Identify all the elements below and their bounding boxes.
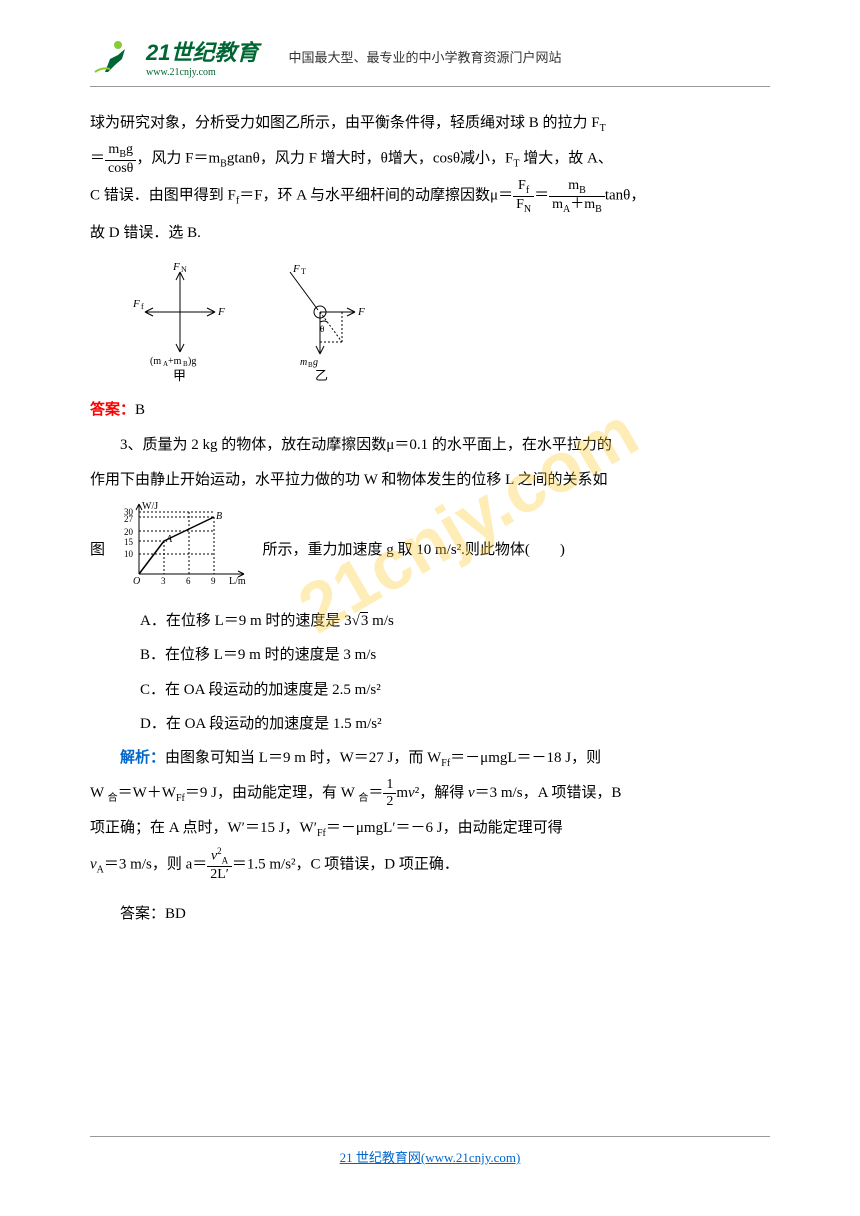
footer-text: 21 世纪教育网(www.21cnjy.com) — [340, 1150, 521, 1165]
para-1: 球为研究对象，分析受力如图乙所示，由平衡条件得，轻质绳对球 B 的拉力 FT — [90, 107, 770, 140]
para-4: 故 D 错误．选 B. — [90, 217, 770, 250]
fraction-3: mBmA＋mB — [549, 178, 605, 215]
answer-label: 答案： — [90, 402, 135, 418]
svg-text:θ: θ — [320, 324, 324, 334]
page-header: 21世纪教育 www.21cnjy.com 中国最大型、最专业的中小学教育资源门… — [90, 35, 770, 87]
final-answer-value: BD — [165, 906, 186, 922]
frac2-den: FN — [513, 197, 534, 215]
diagram-jia: FN Ff F (mA+mB)g 甲 — [130, 262, 230, 382]
svg-text:O: O — [133, 576, 140, 587]
svg-text:g: g — [313, 357, 318, 368]
svg-text:F: F — [132, 298, 140, 310]
frac5-num: v2A — [207, 847, 232, 867]
logo-runner-icon — [90, 37, 140, 77]
answer-value: B — [135, 402, 145, 418]
analysis-label: 解析： — [120, 750, 165, 766]
svg-text:F: F — [357, 306, 365, 318]
q3-prefix-graph: 图 — [90, 542, 105, 558]
option-c: C．在 OA 段运动的加速度是 2.5 m/s² — [140, 673, 770, 708]
analysis-line1: 解析：由图象可知当 L＝9 m 时，W＝27 J，而 WFf＝－μmgL＝－18… — [90, 742, 770, 775]
analysis-line3: 项正确；在 A 点时，W′＝15 J，W′Ff＝－μmgL′＝－6 J，由动能定… — [90, 812, 770, 845]
svg-text:6: 6 — [186, 576, 191, 586]
fraction-2: FfFN — [513, 178, 534, 215]
svg-text:10: 10 — [124, 549, 134, 559]
svg-text:20: 20 — [124, 527, 134, 537]
logo-text-group: 21世纪教育 www.21cnjy.com — [146, 35, 258, 78]
svg-text:m: m — [300, 357, 307, 368]
q3-prefix: 3、 — [120, 437, 143, 453]
analysis-line2: W 合＝W＋WFf＝9 J，由动能定理，有 W 合＝12mv²，解得 v＝3 m… — [90, 777, 770, 810]
para-2: ＝mBgcosθ，风力 F＝mBgtanθ，风力 F 增大时，θ增大，cosθ减… — [90, 142, 770, 176]
content-body: 球为研究对象，分析受力如图乙所示，由平衡条件得，轻质绳对球 B 的拉力 FT ＝… — [90, 107, 770, 931]
frac4-num: 1 — [383, 777, 396, 793]
svg-text:L/m: L/m — [229, 576, 246, 587]
frac2-num: Ff — [513, 178, 534, 197]
svg-text:+m: +m — [168, 356, 182, 367]
header-subtitle: 中国最大型、最专业的中小学教育资源门户网站 — [288, 47, 561, 66]
svg-text:F: F — [217, 306, 225, 318]
svg-text:15: 15 — [124, 537, 134, 547]
question-3-line1: 3、质量为 2 kg 的物体，放在动摩擦因数μ＝0.1 的水平面上，在水平拉力的 — [90, 429, 770, 462]
analysis-line4: vA＝3 m/s，则 a＝v2A2L′＝1.5 m/s²，C 项错误，D 项正确… — [90, 847, 770, 883]
question-3-line3: 图 W/J L/m 30 — [90, 499, 770, 602]
frac1-num: mBg — [105, 142, 136, 161]
page-footer: 21 世纪教育网(www.21cnjy.com) — [90, 1136, 770, 1166]
final-answer-label: 答案： — [120, 906, 165, 922]
svg-text:9: 9 — [211, 576, 216, 586]
svg-text:T: T — [301, 267, 306, 276]
option-a: A．在位移 L＝9 m 时的速度是 3√3 m/s — [140, 604, 770, 639]
diagram-yi: θ FT F mBg 乙 — [270, 262, 370, 382]
frac1-den: cosθ — [105, 161, 136, 176]
fraction-1: mBgcosθ — [105, 142, 136, 176]
option-d: D．在 OA 段运动的加速度是 1.5 m/s² — [140, 707, 770, 742]
svg-text:A: A — [165, 534, 173, 545]
logo-section: 21世纪教育 www.21cnjy.com — [90, 35, 258, 78]
svg-text:N: N — [181, 265, 187, 274]
svg-text:F: F — [172, 262, 180, 273]
svg-text:B: B — [216, 511, 222, 522]
para-3: C 错误．由图甲得到 Ff＝F，环 A 与水平细杆间的动摩擦因数μ＝FfFN＝m… — [90, 178, 770, 215]
subscript-t: T — [600, 123, 606, 134]
option-b: B．在位移 L＝9 m 时的速度是 3 m/s — [140, 638, 770, 673]
frac3-den: mA＋mB — [549, 197, 605, 215]
q3-suffix: 所示，重力加速度 g 取 10 m/s².则此物体( ) — [263, 542, 565, 558]
answer-1: 答案：B — [90, 394, 770, 427]
fraction-5: v2A2L′ — [207, 847, 232, 883]
svg-text:W/J: W/J — [142, 501, 158, 512]
svg-text:F: F — [292, 263, 300, 275]
fraction-4: 12 — [383, 777, 396, 809]
work-displacement-graph: W/J L/m 30 27 20 15 10 O 3 6 9 A B — [114, 499, 254, 602]
frac4-den: 2 — [383, 794, 396, 809]
svg-text:27: 27 — [124, 514, 134, 524]
question-3-line2: 作用下由静止开始运动，水平拉力做的功 W 和物体发生的位移 L 之间的关系如 — [90, 464, 770, 497]
p1-text: 球为研究对象，分析受力如图乙所示，由平衡条件得，轻质绳对球 B 的拉力 F — [90, 115, 600, 131]
logo-url: www.21cnjy.com — [146, 67, 258, 78]
svg-text:甲: 甲 — [173, 368, 186, 382]
frac5-den: 2L′ — [207, 867, 232, 882]
frac3-num: mB — [549, 178, 605, 197]
svg-text:乙: 乙 — [315, 368, 328, 382]
final-answer: 答案：BD — [90, 898, 770, 931]
svg-text:(m: (m — [150, 356, 161, 367]
svg-text:3: 3 — [161, 576, 166, 586]
q3-text: 质量为 2 kg 的物体，放在动摩擦因数μ＝0.1 的水平面上，在水平拉力的 — [143, 437, 612, 453]
svg-text:f: f — [141, 302, 144, 311]
logo-text: 21世纪教育 — [146, 35, 258, 67]
svg-text:)g: )g — [188, 356, 196, 367]
force-diagrams: FN Ff F (mA+mB)g 甲 θ FT F mBg 乙 — [130, 262, 770, 382]
